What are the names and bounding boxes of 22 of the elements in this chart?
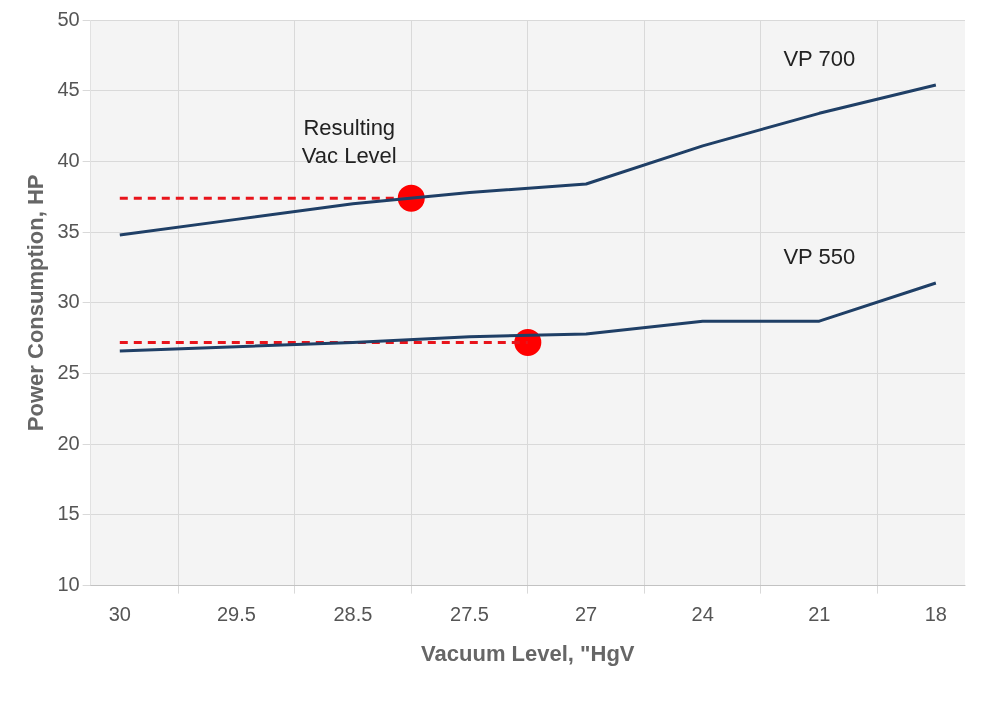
y-tick-label: 25 [57, 361, 80, 384]
x-tick-label: 21 [808, 603, 831, 626]
x-tick-label: 29.5 [216, 603, 256, 626]
x-tick-label: 28.5 [333, 603, 373, 626]
series-label: VP 550 [783, 244, 856, 270]
y-tick-label: 15 [57, 502, 80, 525]
x-axis-title: Vacuum Level, "HgV [421, 640, 635, 666]
y-tick-label: 45 [57, 78, 80, 101]
y-axis-title: Power Consumption, HP [23, 174, 49, 432]
x-tick-label: 27.5 [450, 603, 489, 626]
x-tick-label: 30 [108, 603, 131, 626]
y-tick-label: 35 [57, 219, 80, 242]
y-tick-label: 50 [57, 7, 80, 30]
y-tick-label: 30 [57, 290, 80, 313]
x-tick-label: 24 [691, 603, 714, 626]
y-tick-label: 40 [57, 148, 80, 171]
y-tick-label: 10 [57, 573, 80, 596]
x-tick-label: 27 [574, 603, 598, 626]
y-tick-label: 20 [57, 431, 80, 454]
series-label: VP 700 [783, 46, 856, 72]
x-tick-label: 18 [924, 603, 947, 626]
annotation: Resulting Vac Level [301, 115, 397, 169]
